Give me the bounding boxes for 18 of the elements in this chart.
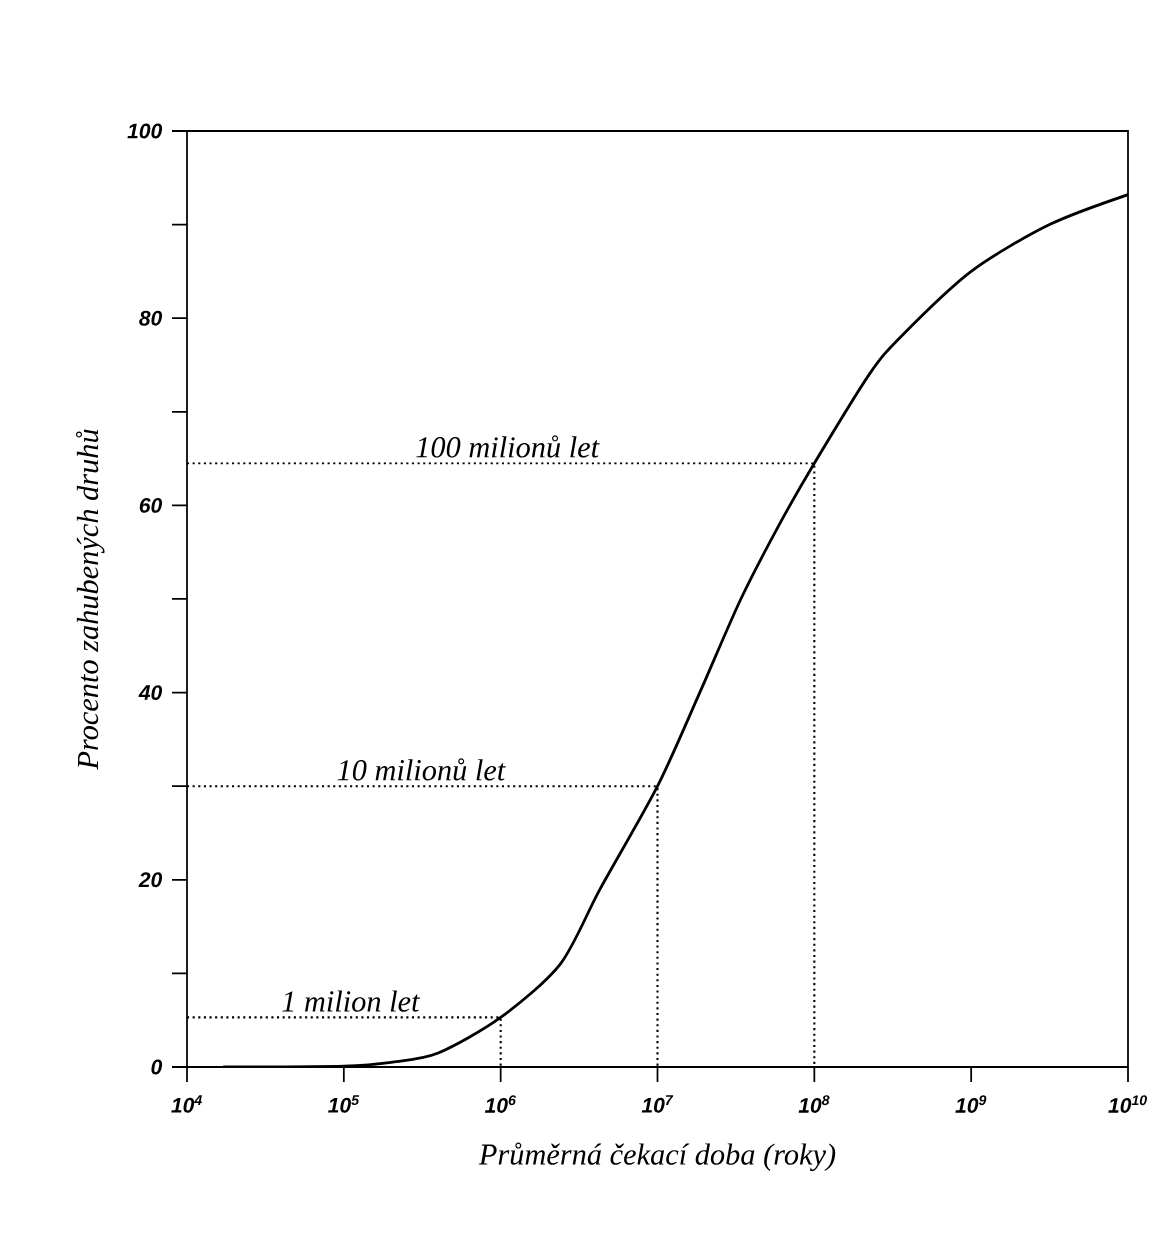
y-tick-label: 0 xyxy=(151,1059,163,1075)
x-tick-label: 10$^{8}$ xyxy=(798,1095,830,1113)
x-tick-label: 10$^{4}$ xyxy=(171,1095,203,1113)
x-tick-label: 10$^{10}$ xyxy=(1108,1095,1148,1113)
annotation: 1 milion let xyxy=(282,990,421,1012)
annotation: 100 milionů let xyxy=(416,435,600,458)
y-tick-label: 80 xyxy=(139,310,163,326)
x-tick-label: 10$^{6}$ xyxy=(485,1095,517,1113)
x-tick-label: 10$^{9}$ xyxy=(955,1095,987,1113)
y-tick-label: 40 xyxy=(138,685,163,701)
y-tick-label: 100 xyxy=(127,123,163,139)
y-tick-label: 20 xyxy=(138,872,163,888)
y-tick-label: 60 xyxy=(139,497,163,513)
x-tick-label: 10$^{7}$ xyxy=(641,1095,674,1113)
y-axis-title: Procento zahubených druhů xyxy=(76,429,105,770)
annotation: 10 milionů let xyxy=(337,758,506,781)
x-tick-label: 10$^{5}$ xyxy=(328,1095,360,1113)
x-axis-title: Průměrná čekací doba (roky) xyxy=(478,1142,836,1172)
